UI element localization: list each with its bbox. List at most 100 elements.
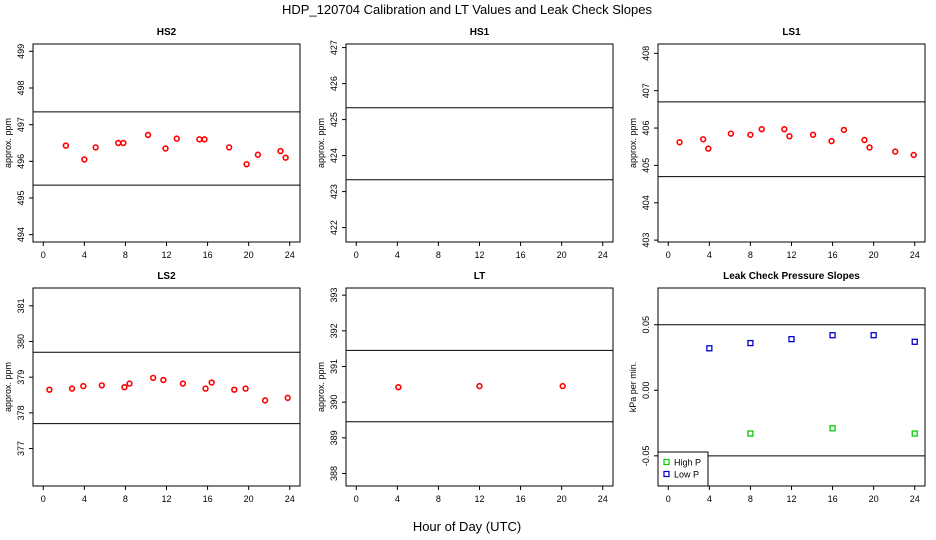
x-tick-label: 0	[666, 494, 671, 504]
x-tick-label: 24	[285, 250, 295, 260]
y-tick-label: 499	[16, 44, 26, 59]
x-tick-label: 0	[41, 250, 46, 260]
x-tick-label: 12	[474, 250, 484, 260]
panel-title: LT	[474, 271, 485, 282]
data-point	[840, 126, 848, 134]
x-tick-label: 20	[244, 494, 254, 504]
data-point	[829, 425, 836, 432]
y-tick-label: 391	[329, 359, 339, 374]
x-tick-label: 24	[285, 494, 295, 504]
x-tick-label: 8	[123, 250, 128, 260]
chart-panel-3: LS1 0 4 8 12 16 20 24 403 404 405 406 407 408 approx. …	[628, 27, 926, 260]
y-tick-label: 0.00	[641, 382, 651, 400]
plot-frame	[345, 43, 614, 243]
data-point	[202, 385, 209, 392]
data-point	[747, 339, 754, 347]
x-tick-label: 20	[869, 250, 879, 260]
y-tick-label: 407	[641, 83, 651, 98]
x-tick-label: 12	[161, 494, 171, 504]
y-tick-label: 406	[641, 121, 651, 136]
y-tick-label: 427	[329, 40, 339, 55]
data-point	[476, 382, 483, 390]
data-point	[699, 136, 707, 143]
x-tick-label: 4	[707, 494, 712, 504]
data-point	[781, 125, 788, 133]
y-tick-label: 408	[641, 46, 651, 61]
data-point	[162, 145, 169, 152]
x-tick-label: 20	[244, 250, 254, 260]
y-tick-label: 494	[16, 227, 26, 242]
data-point	[727, 130, 735, 137]
data-point	[747, 430, 754, 437]
data-point	[809, 131, 817, 138]
x-tick-label: 24	[598, 494, 608, 504]
data-point	[81, 156, 88, 163]
plot-frame	[32, 43, 301, 243]
data-point	[786, 133, 793, 140]
legend-swatch	[663, 470, 670, 478]
data-point	[395, 383, 402, 391]
y-tick-label: 0.05	[641, 316, 651, 334]
y-axis-label: approx. ppm	[3, 118, 13, 168]
series-points	[46, 374, 291, 404]
data-point	[747, 131, 754, 138]
data-point	[46, 386, 53, 393]
data-point	[828, 137, 835, 145]
data-point	[676, 139, 683, 146]
data-point	[705, 145, 712, 152]
x-tick-label: 24	[598, 250, 608, 260]
data-point	[243, 161, 250, 168]
series-low-p	[706, 332, 918, 352]
data-point	[242, 385, 249, 392]
y-tick-label: 424	[329, 148, 339, 163]
y-tick-label: 381	[16, 298, 26, 313]
x-tick-label: 0	[666, 250, 671, 260]
x-tick-label: 4	[395, 250, 400, 260]
data-point	[62, 142, 70, 149]
chart-panel-4: LS2 0 4 8 12 16 20 24 377 378 379 380 381 approx. ppm	[3, 271, 301, 504]
legend: High P Low P	[657, 451, 709, 487]
x-tick-label: 8	[436, 494, 441, 504]
data-point	[231, 386, 238, 393]
data-point	[144, 131, 152, 139]
x-tick-label: 20	[869, 494, 879, 504]
x-tick-label: 8	[436, 250, 441, 260]
data-point	[115, 139, 122, 147]
y-tick-label: 389	[329, 430, 339, 445]
data-point	[196, 136, 203, 143]
data-point	[758, 125, 765, 133]
y-tick-label: 425	[329, 112, 339, 127]
y-tick-label: 390	[329, 395, 339, 410]
data-point	[284, 394, 291, 402]
y-axis-label: kPa per min.	[628, 362, 638, 413]
y-tick-label: 498	[16, 80, 26, 95]
x-tick-label: 4	[395, 494, 400, 504]
series-high-p	[747, 425, 918, 437]
x-tick-label: 12	[161, 250, 171, 260]
panel-title: LS2	[157, 271, 176, 282]
legend-label: Low P	[674, 470, 699, 480]
figure-title: HDP_120704 Calibration and LT Values and…	[282, 2, 653, 17]
x-tick-label: 16	[203, 250, 213, 260]
x-tick-label: 12	[474, 494, 484, 504]
y-tick-label: 388	[329, 466, 339, 481]
x-tick-label: 16	[516, 250, 526, 260]
data-point	[870, 332, 877, 339]
data-point	[120, 139, 127, 147]
x-tick-label: 0	[41, 494, 46, 504]
x-tick-label: 16	[516, 494, 526, 504]
x-tick-label: 4	[82, 250, 87, 260]
data-point	[179, 380, 187, 387]
x-tick-label: 16	[828, 250, 838, 260]
x-tick-label: 0	[354, 494, 359, 504]
data-point	[68, 385, 76, 392]
y-tick-label: 378	[16, 405, 26, 420]
x-tick-label: 8	[748, 250, 753, 260]
y-tick-label: 422	[329, 220, 339, 235]
series-points	[62, 131, 289, 168]
data-point	[911, 338, 918, 345]
x-tick-label: 16	[828, 494, 838, 504]
data-point	[201, 136, 208, 143]
data-point	[277, 147, 284, 155]
data-point	[261, 397, 269, 404]
